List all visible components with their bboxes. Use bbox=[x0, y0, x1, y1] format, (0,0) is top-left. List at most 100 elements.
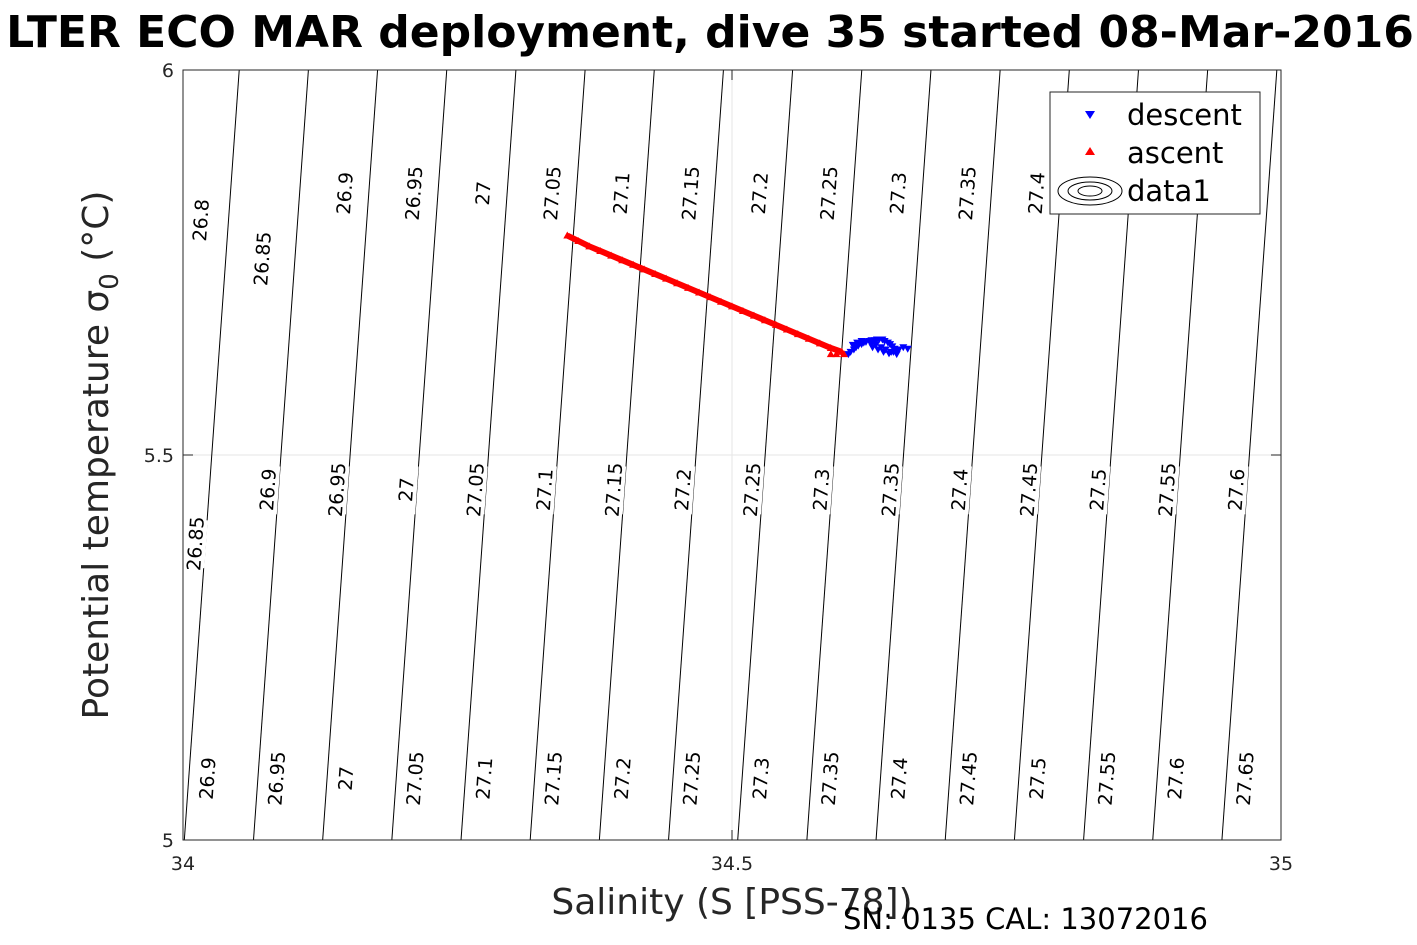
contour-label-bg bbox=[1162, 753, 1189, 804]
contour-line bbox=[322, 70, 379, 840]
contour-label-bg bbox=[539, 168, 565, 218]
contour-label: 27.1 bbox=[472, 757, 497, 801]
contour-line bbox=[598, 70, 655, 840]
contour-label-bg bbox=[194, 753, 220, 804]
legend-ascent-label: ascent bbox=[1127, 136, 1223, 170]
contour-line bbox=[460, 70, 517, 840]
y-axis-label: Potential temperature σ0 (°C) bbox=[76, 191, 125, 720]
contour-label: 27.55 bbox=[1155, 462, 1181, 518]
contour-label: 27.65 bbox=[1233, 751, 1259, 807]
y-tick-label-2: 6 bbox=[162, 60, 174, 82]
y-axis-label-subscript: 0 bbox=[95, 273, 125, 290]
ascent-track bbox=[565, 232, 843, 355]
contour-label-bg bbox=[1154, 464, 1180, 515]
contour-label-bg bbox=[747, 753, 774, 804]
contour-label: 27.6 bbox=[1164, 757, 1189, 801]
contour-label-bg bbox=[1023, 168, 1049, 218]
descent-point-37 bbox=[903, 345, 912, 353]
descent-point-33 bbox=[885, 350, 894, 358]
contour-label: 27.25 bbox=[817, 165, 843, 221]
x-tick-label-2: 35 bbox=[1269, 853, 1293, 875]
density-contour-labels: 26.8 26.85 26.9 26.95 27 27.05 27.1 27.15 27.2 27… bbox=[182, 165, 1259, 807]
contour-line bbox=[668, 70, 724, 840]
y-tick-label-1: 5.5 bbox=[144, 445, 174, 467]
contour-label-bg bbox=[600, 464, 627, 515]
contour-label-bg bbox=[540, 753, 566, 804]
contour-label-bg bbox=[324, 464, 350, 515]
descent-point-28 bbox=[853, 339, 862, 347]
descent-point-34 bbox=[889, 348, 898, 356]
contour-line bbox=[1221, 70, 1278, 840]
x-tick-label-1: 34.5 bbox=[711, 853, 753, 875]
contour-label: 27.05 bbox=[463, 462, 489, 518]
contour-label-bg bbox=[182, 518, 208, 569]
legend: descent ascent data1 bbox=[1049, 91, 1261, 215]
contour-label-bg bbox=[187, 195, 214, 245]
contour-label-bg bbox=[1093, 753, 1120, 804]
contour-label-bg bbox=[393, 464, 419, 515]
contour-line bbox=[0, 70, 32, 840]
contour-label-bg bbox=[608, 168, 634, 218]
contour-label: 27.2 bbox=[748, 171, 773, 215]
y-axis-label-sigma: σ bbox=[76, 290, 117, 313]
contour-label: 27.15 bbox=[678, 165, 704, 221]
legend-box bbox=[1049, 91, 1261, 215]
contour-label-bg bbox=[1084, 464, 1111, 515]
contour-label-bg bbox=[263, 753, 290, 804]
contour-label-bg bbox=[471, 753, 497, 804]
contour-label: 27.45 bbox=[956, 751, 982, 807]
contour-label-bg bbox=[885, 168, 911, 218]
contour-line bbox=[806, 70, 863, 840]
contour-label: 27.35 bbox=[955, 165, 981, 221]
y-axis-label-unit: (°C) bbox=[76, 191, 117, 274]
contour-label-bg bbox=[1232, 753, 1258, 804]
contour-label-bg bbox=[400, 168, 427, 218]
contour-label: 26.95 bbox=[402, 165, 428, 221]
contour-label: 27 bbox=[472, 180, 496, 206]
ascent-point-27 bbox=[832, 350, 841, 358]
density-contours bbox=[0, 70, 1415, 840]
serial-calibration-text: SN: 0135 CAL: 13072016 bbox=[843, 902, 1208, 936]
contour-label: 26.9 bbox=[256, 468, 281, 512]
contour-line bbox=[1360, 70, 1415, 840]
contour-label: 27.05 bbox=[403, 751, 429, 807]
descent-point-35 bbox=[894, 346, 903, 354]
contour-label: 27.5 bbox=[1086, 468, 1111, 512]
descent-point-31 bbox=[874, 346, 883, 354]
contour-label-bg bbox=[678, 753, 705, 804]
contour-label-bg bbox=[817, 753, 843, 804]
contour-label: 27.1 bbox=[533, 468, 558, 512]
contour-line bbox=[391, 70, 448, 840]
contour-label: 27.3 bbox=[886, 171, 911, 215]
data-series bbox=[563, 231, 912, 359]
contour-label-bg bbox=[669, 464, 696, 515]
contour-line bbox=[252, 70, 309, 840]
contour-label-bg bbox=[401, 753, 428, 804]
contour-label: 27.4 bbox=[887, 757, 912, 801]
contour-label-bg bbox=[886, 753, 912, 804]
contour-label: 27.3 bbox=[749, 757, 774, 801]
contour-label-bg bbox=[946, 464, 972, 515]
contour-label: 26.95 bbox=[264, 751, 290, 807]
axis-ticks: 34 34.5 35 5 5.5 6 bbox=[144, 60, 1293, 875]
ascent-point-26 bbox=[826, 350, 835, 358]
contour-label-bg bbox=[249, 233, 275, 284]
descent-point-25 bbox=[867, 340, 876, 348]
descent-point-30 bbox=[868, 344, 877, 352]
contour-label-bg bbox=[470, 168, 496, 218]
contour-line bbox=[875, 70, 932, 840]
legend-data1-label: data1 bbox=[1127, 174, 1211, 208]
chart-title: LTER ECO MAR deployment, dive 35 started… bbox=[6, 7, 1414, 58]
contour-label-bg bbox=[254, 464, 281, 515]
contour-line bbox=[183, 70, 240, 840]
contour-label: 27.5 bbox=[1026, 757, 1051, 801]
contour-label: 27.1 bbox=[610, 171, 635, 215]
contour-line bbox=[944, 70, 1001, 840]
contour-line bbox=[737, 70, 794, 840]
contour-label: 27 bbox=[335, 766, 359, 792]
contour-label-bg bbox=[746, 168, 773, 218]
contour-label: 27.05 bbox=[540, 165, 566, 221]
legend-descent-label: descent bbox=[1127, 98, 1242, 132]
contour-label-bg bbox=[331, 168, 358, 218]
